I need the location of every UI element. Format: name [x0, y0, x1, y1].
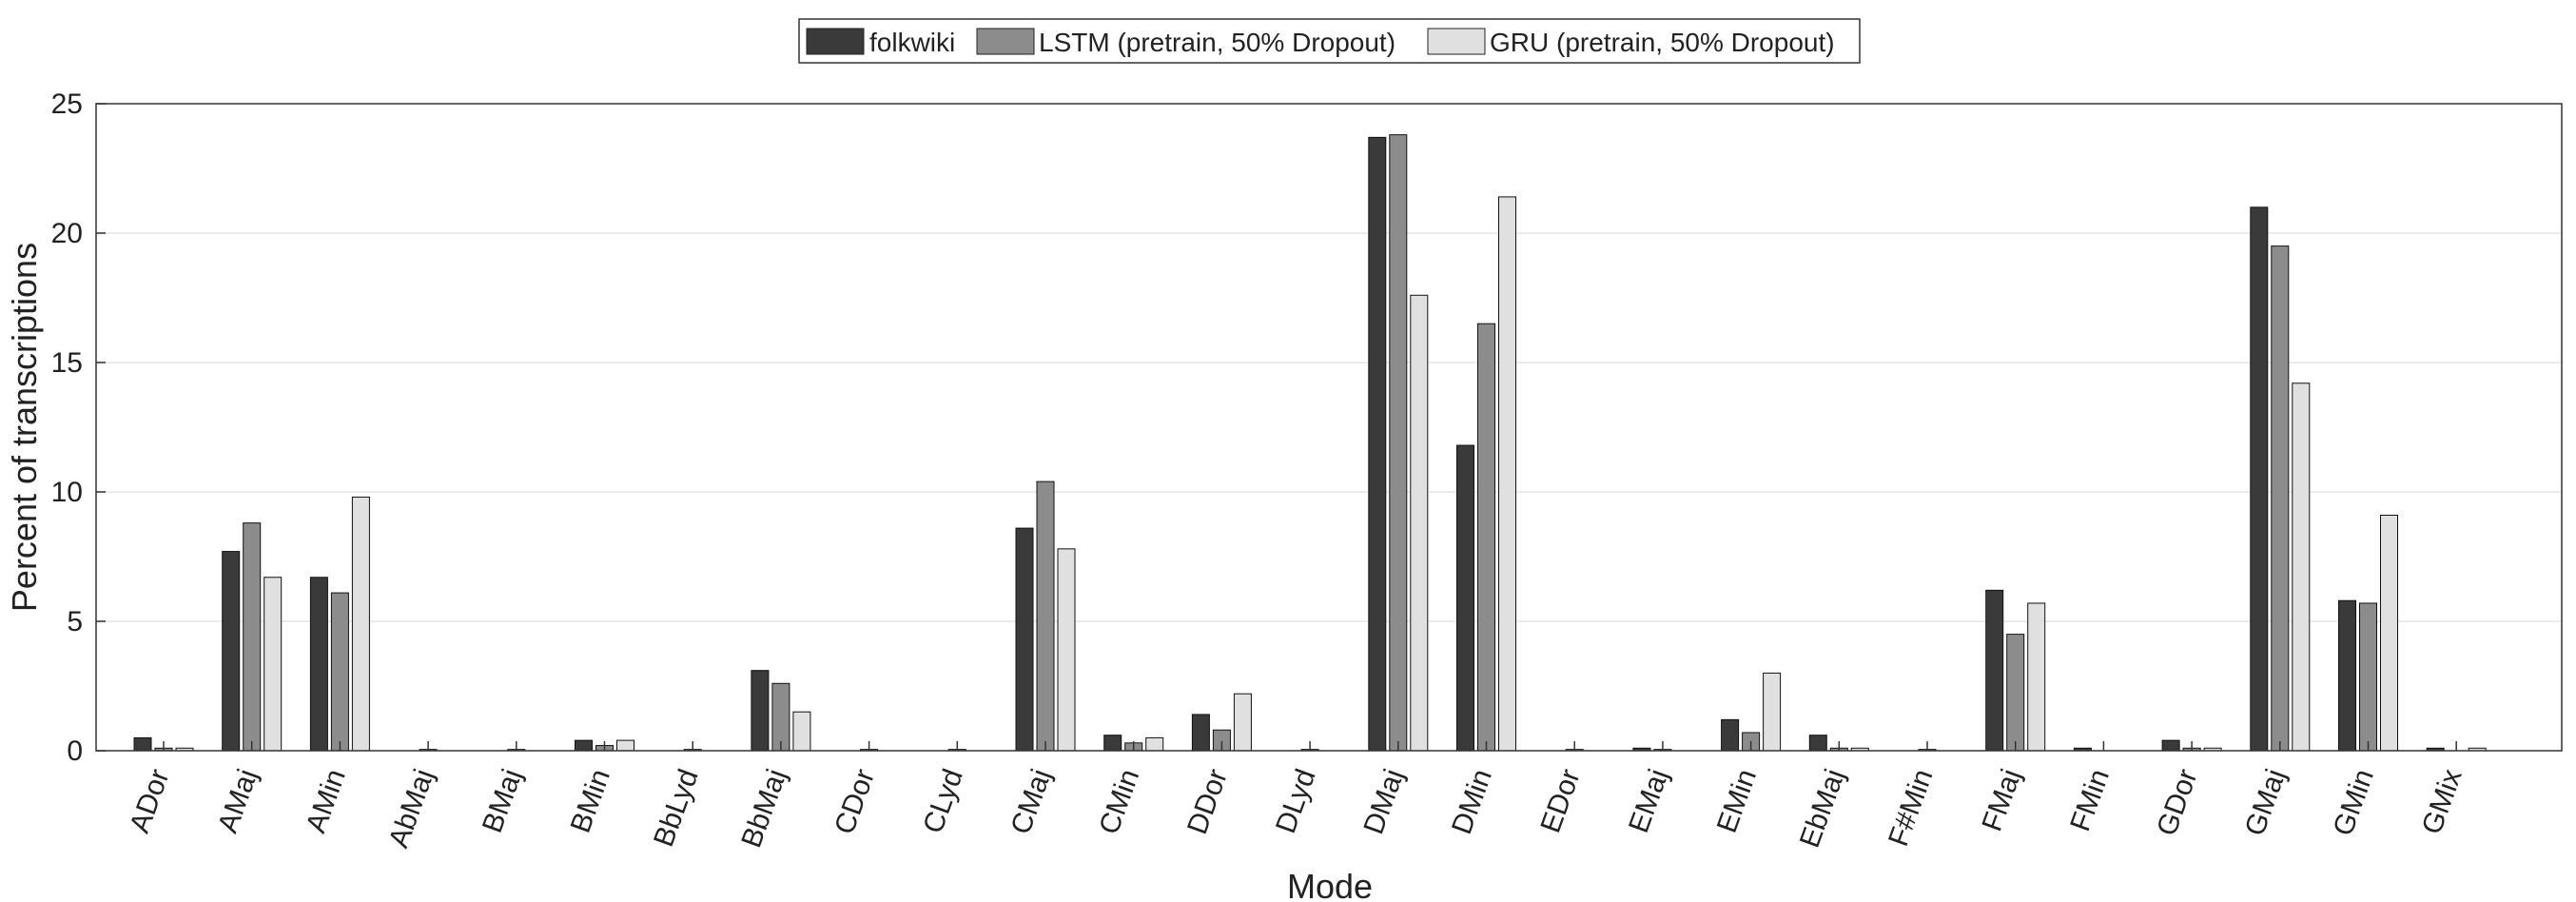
bar-CMaj-series-2	[1036, 480, 1055, 752]
bar-DDor-series-1	[1191, 714, 1210, 752]
x-tick-label: BMaj	[477, 765, 528, 837]
plot-frame	[95, 103, 2563, 752]
bar-BbMaj-series-2	[771, 682, 790, 752]
bar-ADor-series-1	[133, 736, 152, 752]
legend-swatch-folkwiki	[806, 28, 865, 55]
bar-EMin-series-3	[1763, 672, 1782, 752]
y-tick-label: 5	[67, 606, 83, 637]
y-tick-label: 0	[67, 735, 83, 767]
bar-EMin-series-1	[1721, 718, 1740, 752]
bar-AMaj-series-2	[243, 522, 262, 752]
bar-DDor-series-3	[1233, 693, 1252, 752]
y-axis-ticks: 0 5 10 15 20 25	[51, 88, 106, 767]
x-tick-label: CDor	[829, 765, 881, 838]
legend-swatch-lstm	[976, 28, 1035, 55]
x-tick-label: GDor	[2151, 765, 2204, 840]
bar-AMin-series-3	[351, 496, 370, 752]
bar-DMaj-series-3	[1410, 294, 1429, 752]
bar-GMin-series-1	[2338, 599, 2356, 752]
bar-GMaj-series-3	[2292, 382, 2311, 752]
bar-GMaj-series-1	[2250, 206, 2269, 752]
bar-FMaj-series-1	[1985, 589, 2004, 752]
y-tick-label: 25	[51, 88, 83, 120]
x-tick-label: DMin	[1446, 765, 1498, 838]
legend-label-lstm: LSTM (pretrain, 50% Dropout)	[1039, 28, 1395, 57]
x-tick-label: BbMaj	[735, 765, 792, 852]
x-tick-label: DMaj	[1357, 765, 1410, 838]
legend-swatch-gru	[1427, 28, 1486, 55]
bars	[133, 134, 2487, 752]
x-tick-label: EbMaj	[1794, 765, 1851, 852]
bar-EbMaj-series-1	[1808, 735, 1827, 752]
x-tick-label: GMin	[2328, 765, 2381, 840]
legend: folkwiki LSTM (pretrain, 50% Dropout) GR…	[798, 18, 1861, 64]
x-tick-label: EMaj	[1623, 765, 1674, 837]
x-tick-label: F#Min	[1883, 765, 1940, 851]
bar-BMin-series-3	[616, 739, 634, 752]
bar-GMaj-series-2	[2271, 245, 2290, 752]
x-tick-label: DDor	[1181, 765, 1234, 838]
bar-FMaj-series-3	[2027, 602, 2046, 752]
x-tick-label: DLyd	[1270, 765, 1322, 837]
x-tick-label: CMin	[1093, 765, 1145, 838]
x-tick-label: ADor	[124, 765, 175, 837]
bar-DMaj-series-1	[1368, 136, 1387, 752]
bar-DMin-series-3	[1498, 196, 1516, 752]
x-axis-ticks: ADor AMaj AMin AbMaj BMaj BMin BbLyd BbMaj CDor C…	[124, 741, 2469, 852]
gridlines	[96, 232, 2562, 622]
bar-CMaj-series-3	[1057, 548, 1076, 752]
bar-CMaj-series-1	[1015, 527, 1034, 752]
y-tick-label: 10	[51, 477, 83, 508]
x-tick-label: BbLyd	[648, 765, 705, 851]
bar-DMin-series-2	[1477, 323, 1495, 752]
legend-box	[798, 18, 1861, 64]
x-tick-label: AMin	[301, 765, 352, 837]
bar-CMin-series-1	[1103, 735, 1122, 752]
x-axis-title: Mode	[1287, 867, 1373, 902]
bar-CMin-series-3	[1145, 736, 1164, 752]
x-tick-label: EDor	[1534, 765, 1586, 837]
x-tick-label: GMaj	[2239, 765, 2293, 840]
bar-BbMaj-series-3	[792, 711, 811, 752]
bar-GMin-series-3	[2380, 514, 2398, 752]
bar-DMaj-series-2	[1389, 134, 1408, 752]
bar-AMaj-series-1	[222, 551, 241, 752]
bar-AMin-series-1	[309, 577, 328, 752]
bar-GMin-series-2	[2359, 602, 2377, 752]
y-tick-label: 15	[51, 347, 83, 379]
x-tick-label: AbMaj	[383, 765, 440, 852]
bar-GDor-series-1	[2161, 739, 2180, 752]
x-tick-label: EMin	[1711, 765, 1763, 837]
y-axis-title: Percent of transcriptions	[5, 243, 44, 612]
x-tick-label: FMaj	[1976, 765, 2027, 835]
bar-BMin-series-1	[575, 739, 593, 752]
y-tick-label: 20	[51, 218, 83, 249]
x-tick-label: CLyd	[917, 765, 969, 837]
legend-label-gru: GRU (pretrain, 50% Dropout)	[1490, 28, 1835, 57]
bar-BbMaj-series-1	[751, 670, 770, 752]
bar-AMin-series-2	[330, 592, 349, 752]
x-tick-label: CMaj	[1005, 765, 1058, 838]
x-tick-label: BMin	[565, 765, 616, 837]
x-tick-label: AMaj	[212, 765, 263, 837]
x-tick-label: GMix	[2416, 765, 2469, 838]
bar-AMaj-series-3	[263, 577, 283, 752]
bar-DMin-series-1	[1456, 444, 1474, 752]
x-tick-label: FMin	[2064, 765, 2116, 835]
legend-label-folkwiki: folkwiki	[869, 28, 955, 57]
bar-FMaj-series-2	[2006, 634, 2025, 752]
